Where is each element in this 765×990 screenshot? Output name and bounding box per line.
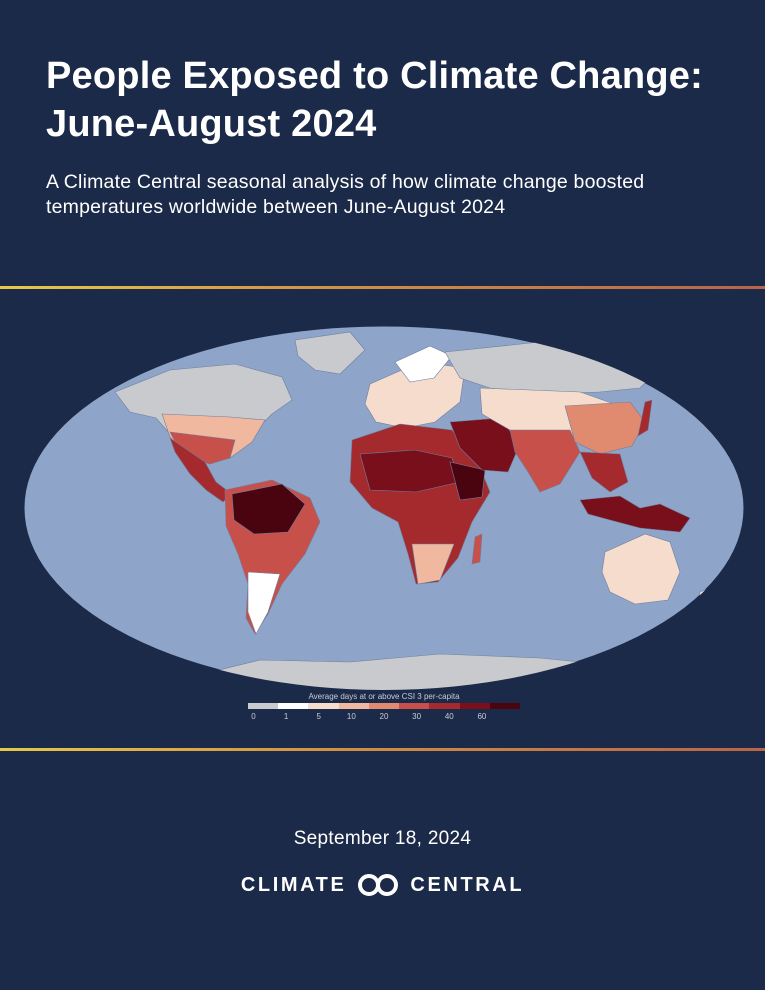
legend-swatch-7 [459,703,490,709]
legend-color-bar [248,703,520,709]
legend-swatch-2 [308,703,339,709]
southeast-asia [579,451,629,493]
south-asia [509,429,581,493]
legend-swatch-3 [338,703,369,709]
legend-tick: 20 [379,712,389,721]
legend-tick: 5 [316,712,321,721]
china [564,401,646,455]
australia [601,533,681,605]
legend-tick: 30 [412,712,422,721]
sahel [359,449,461,493]
legend-swatch-0 [248,703,279,709]
legend-title: Average days at or above CSI 3 per-capit… [308,692,460,701]
horn-of-africa [449,461,486,501]
logo-left-word: CLIMATE [240,873,347,896]
indonesia [579,495,691,533]
legend-tick: 60 [477,712,487,721]
scandinavia [394,345,453,383]
bottom-gradient-rule [0,748,765,751]
map-legend: Average days at or above CSI 3 per-capit… [248,692,520,724]
madagascar [471,533,483,565]
greenland [294,331,366,375]
legend-ticks: 0 1 5 10 20 30 40 60 [248,712,520,724]
legend-tick: 1 [283,712,289,721]
antarctica [59,653,721,690]
world-map [20,322,748,694]
climate-central-logo: CLIMATE CENTRAL [0,873,765,897]
publication-date: September 18, 2024 [293,828,472,849]
legend-swatch-1 [278,703,309,709]
mexico [169,437,233,503]
logo-right-word: CENTRAL [410,873,525,896]
legend-swatch-4 [368,703,400,709]
japan [637,399,653,437]
interlocking-circles-icon [358,874,399,896]
legend-swatch-6 [429,703,460,709]
legend-swatch-5 [399,703,430,709]
top-gradient-rule [0,286,765,289]
legend-swatch-8 [489,703,520,709]
legend-tick: 10 [346,712,356,721]
new-zealand [697,587,711,617]
amazon [231,483,306,535]
southern-africa [411,543,455,585]
legend-tick: 40 [444,712,454,721]
page-title: People Exposed to Climate Change: June-A… [46,55,703,145]
southern-cone [247,571,281,635]
legend-tick: 0 [251,712,256,721]
page-subtitle: A Climate Central seasonal analysis of h… [46,171,645,218]
